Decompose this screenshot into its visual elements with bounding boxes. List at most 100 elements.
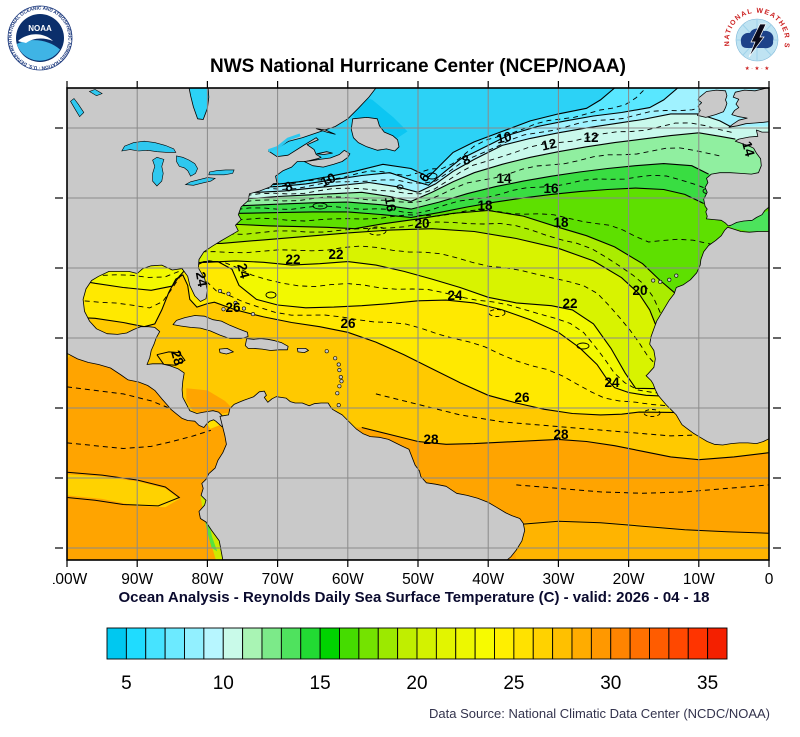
contour-label: 20 [632, 283, 647, 298]
island [241, 306, 246, 311]
contour-label: 14 [739, 140, 758, 159]
contour-label: 12 [583, 130, 598, 145]
extra-contour [375, 393, 769, 437]
island [658, 279, 663, 284]
x-tick-label: 20W [613, 571, 645, 586]
lake-superior [121, 140, 177, 153]
contour-label: 20 [414, 216, 429, 231]
contour-label: 16 [382, 196, 399, 214]
small-islands [218, 273, 679, 408]
island [324, 349, 329, 354]
colorbar-tick-label: 20 [406, 673, 427, 694]
colorbar-segment [494, 627, 515, 660]
isotherm-8 [67, 88, 679, 191]
france-iberia [703, 129, 769, 227]
extra-contour [67, 429, 212, 450]
x-tick-label: 0 [765, 571, 774, 586]
great-britain [728, 88, 769, 128]
extra-contour [67, 386, 169, 409]
noaa-logo-sea [16, 40, 60, 61]
pacific-warm-pool [67, 341, 225, 560]
contour-label: 22 [562, 296, 577, 311]
colorbar-segment [513, 627, 534, 660]
contour-label: 28 [553, 427, 569, 442]
x-tick-label: 80W [191, 571, 223, 586]
st-lawrence-river [268, 133, 301, 153]
colorbar-segment [203, 627, 224, 660]
x-tick-label: 100W [53, 571, 88, 586]
colorbar-segment [319, 627, 340, 660]
island [218, 289, 223, 294]
isotherm-24 [67, 261, 769, 402]
contour-label: 26 [514, 390, 530, 405]
colorbar-segment [435, 627, 457, 660]
colorbar-segment [687, 627, 709, 660]
island [337, 368, 342, 373]
colorbar-segment [610, 627, 631, 660]
eddy-contour [426, 172, 438, 180]
cuba [172, 315, 249, 339]
isotherm-dashed-17 [67, 209, 737, 249]
colorbar-segment [649, 627, 670, 660]
isotherm-18 [67, 209, 769, 293]
island [667, 277, 672, 282]
contour-label: 24 [234, 262, 253, 281]
colorbar-tick-label: 5 [121, 673, 132, 694]
eddy-contour [488, 309, 506, 317]
colorbar-segment [377, 627, 399, 660]
lake-huron [176, 155, 198, 177]
south-atlantic-band [509, 519, 769, 560]
colorbar-segment [242, 627, 263, 660]
noaa-logo-gull [18, 34, 53, 43]
colorbar-tick-label: 25 [503, 673, 524, 694]
island [338, 375, 343, 380]
isotherm-12 [67, 132, 736, 202]
colorbar-tick-label: 15 [310, 673, 331, 694]
x-tick-label: 40W [472, 571, 504, 586]
nws-logo: NATIONAL WEATHER SERVICE ★ · ★ · ★ [723, 6, 791, 74]
page-title: NWS National Hurricane Center (NCEP/NOAA… [210, 56, 626, 77]
eddy-contour [367, 226, 387, 236]
colorbar-segment [261, 627, 282, 660]
colorbar-segment [629, 627, 650, 660]
isotherm-16 [67, 187, 704, 219]
colorbar-segment [280, 627, 302, 660]
contour-label: 22 [285, 252, 300, 267]
isotherm-22 [67, 260, 769, 391]
contour-label: 24 [193, 271, 210, 289]
extra-contour [67, 471, 181, 507]
colorbar-segment [590, 627, 612, 660]
south-america [198, 390, 526, 560]
puerto-rico [296, 348, 309, 353]
colorbar-segments: 5 10 15 20 25 30 35 [106, 627, 728, 694]
lat-lon-grid [67, 88, 769, 560]
contour-label: 18 [477, 198, 493, 213]
extra-contour [516, 484, 769, 494]
eddy-contour [576, 342, 590, 350]
island [337, 384, 342, 389]
colorbar-segment [416, 627, 437, 660]
colorbar-segment [532, 627, 554, 660]
colorbar-segment [164, 627, 185, 660]
contour-label: 24 [447, 288, 463, 303]
colorbar-segment [474, 627, 495, 660]
contour-label: 16 [543, 181, 559, 196]
contour-label: 26 [225, 300, 241, 315]
x-tick-label: 60W [332, 571, 364, 586]
jamaica [218, 348, 234, 355]
colorbar-segment [397, 627, 418, 660]
colorbar-segment [552, 627, 573, 660]
colorbar-segment [184, 627, 205, 660]
contour-label: 26 [340, 316, 356, 331]
island [251, 312, 256, 317]
isotherm-dashed-25 [67, 268, 769, 409]
island [336, 362, 341, 367]
contour-label: 10 [495, 129, 513, 147]
x-tick-label: 30W [542, 571, 574, 586]
nova-scotia [303, 149, 351, 168]
isotherm-6 [67, 88, 615, 186]
colorbar-segment [125, 627, 147, 660]
island [335, 391, 340, 396]
